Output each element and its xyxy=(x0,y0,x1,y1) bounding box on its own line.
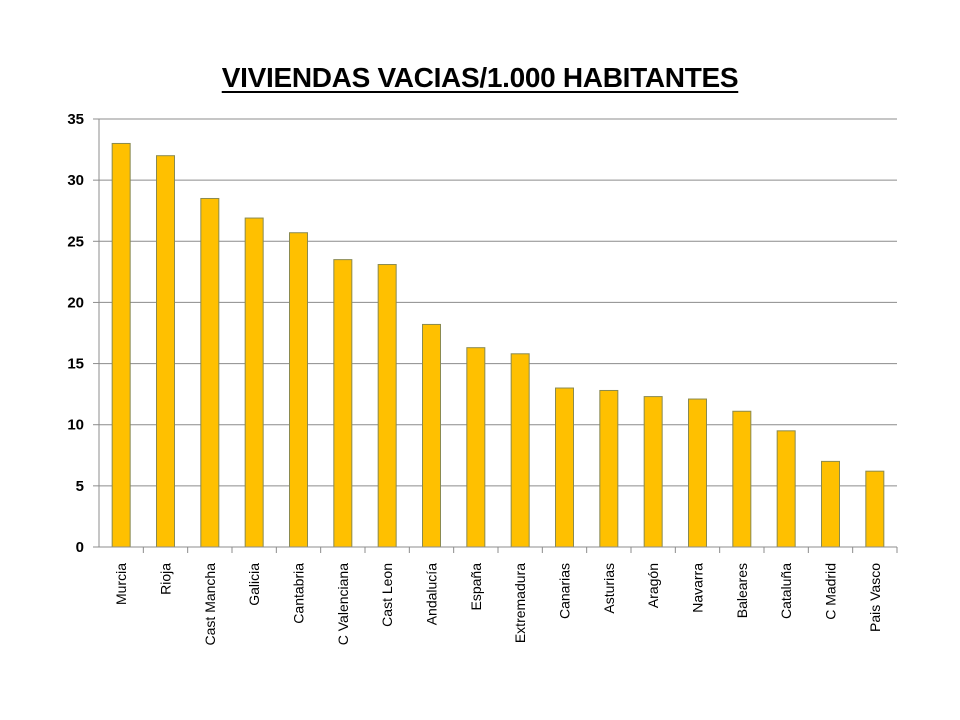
category-label: Aragón xyxy=(645,563,661,608)
category-label: Galicia xyxy=(246,563,262,606)
bar xyxy=(156,155,175,548)
category-label: Cast Leon xyxy=(379,563,395,627)
category-label: Cantabria xyxy=(291,563,307,624)
y-tick-label: 0 xyxy=(76,539,84,556)
bar xyxy=(200,197,220,548)
bar xyxy=(599,389,619,548)
category-label: España xyxy=(468,563,484,611)
y-tick-label: 25 xyxy=(67,233,84,250)
category-label: Pais Vasco xyxy=(867,563,883,632)
bar xyxy=(466,347,486,548)
category-label: Baleares xyxy=(734,563,750,618)
y-tick-label: 30 xyxy=(67,172,84,189)
bar xyxy=(510,353,530,548)
category-label: Andalucía xyxy=(424,563,440,625)
category-label: Extremadura xyxy=(512,563,528,643)
bar xyxy=(111,142,131,548)
y-tick-label: 15 xyxy=(67,356,84,373)
y-tick-label: 20 xyxy=(67,294,84,311)
bar xyxy=(377,264,397,548)
bar xyxy=(821,460,840,548)
category-label: Cataluña xyxy=(778,563,794,619)
bar xyxy=(865,470,885,548)
bar xyxy=(643,396,663,548)
category-label: C Madrid xyxy=(823,563,839,620)
bar xyxy=(732,410,752,548)
bar xyxy=(333,259,353,548)
category-label: Cast Mancha xyxy=(202,563,218,646)
bar xyxy=(555,387,574,548)
category-label: Navarra xyxy=(690,563,706,613)
category-label: Asturias xyxy=(601,563,617,614)
bar xyxy=(688,398,707,548)
x-axis-labels: Murcia Rioja Cast Mancha Galicia Cantabria C … xyxy=(113,547,898,646)
bar xyxy=(422,323,441,548)
bar xyxy=(244,217,264,548)
gridlines xyxy=(99,118,897,487)
y-tick-label: 10 xyxy=(67,417,84,434)
category-label: Murcia xyxy=(113,563,129,605)
category-label: Canarias xyxy=(557,563,573,619)
category-label: C Valenciana xyxy=(335,563,351,645)
y-tick-label: 35 xyxy=(67,111,84,128)
bar xyxy=(289,232,308,548)
y-axis-ticks: 0 5 10 15 20 25 30 35 xyxy=(67,111,99,556)
y-tick-label: 5 xyxy=(76,478,84,495)
bar xyxy=(776,430,796,548)
chart-title: VIVIENDAS VACIAS/1.000 HABITANTES xyxy=(221,62,739,93)
category-label: Rioja xyxy=(158,563,174,595)
bars xyxy=(111,142,885,548)
